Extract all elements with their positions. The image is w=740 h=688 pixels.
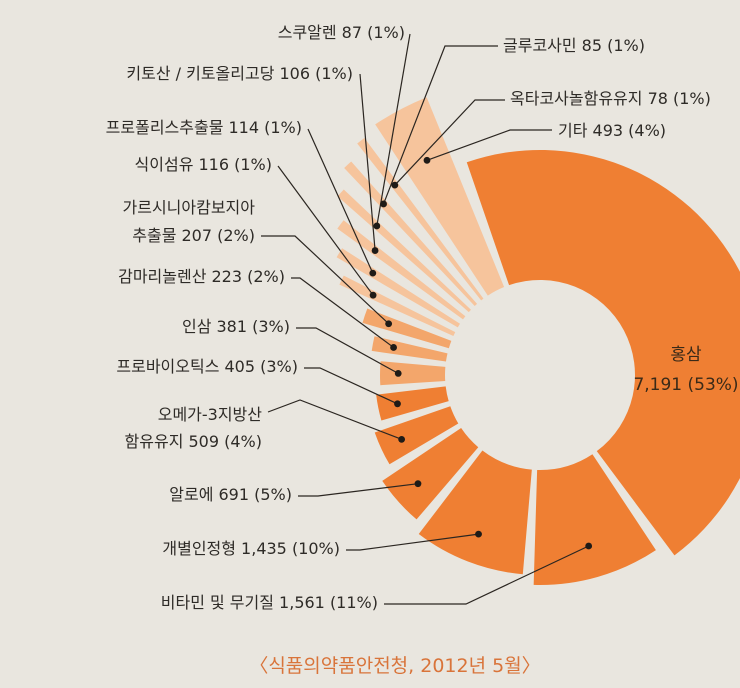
leader-line — [376, 33, 411, 227]
pie-slice — [362, 308, 452, 349]
leader-dot — [391, 181, 399, 189]
leader-line — [346, 533, 479, 551]
leader-line — [394, 99, 505, 186]
leader-dot — [414, 480, 422, 488]
leader-line — [307, 128, 374, 274]
slice-label: 스쿠알렌 87 (1%) — [278, 23, 405, 42]
source-note: 〈식품의약품안전청, 2012년 5월〉 — [249, 655, 540, 677]
slice-label: 기타 493 (4%) — [558, 121, 666, 140]
slice-label: 키토산 / 키토올리고당 106 (1%) — [126, 64, 353, 83]
slice-label: 개별인정형 1,435 (10%) — [162, 539, 340, 558]
pie-slice — [375, 97, 505, 296]
leader-dot — [475, 530, 482, 538]
slice-label: 식이섬유 116 (1%) — [135, 155, 272, 174]
pie-slice — [336, 248, 461, 328]
leader-line — [296, 327, 399, 374]
leader-dot — [398, 435, 406, 443]
slice-label: 프로바이오틱스 405 (3%) — [116, 357, 298, 376]
leader-line — [267, 399, 402, 440]
slice-label: 비타민 및 무기질 1,561 (11%) — [161, 593, 378, 612]
leader-dot — [373, 222, 381, 230]
leader-line — [261, 235, 390, 325]
slice-label-line2: 추출물 207 (2%) — [132, 226, 255, 245]
leader-line — [426, 129, 552, 161]
leader-dot — [423, 156, 431, 164]
leader-line — [304, 367, 398, 405]
pie-slice — [337, 220, 466, 320]
slice-label: 홍삼 — [670, 345, 702, 365]
pie-slice — [339, 275, 456, 336]
leader-dot — [369, 269, 377, 277]
leader-dot — [585, 542, 593, 550]
leader-line — [359, 73, 376, 251]
slice-label: 프로폴리스추출물 114 (1%) — [106, 118, 302, 137]
pie-slice — [357, 137, 484, 301]
pie-slice — [382, 427, 479, 520]
pie-slice — [337, 189, 471, 313]
slice-label: 가르시니아캄보지아 — [123, 198, 256, 217]
pie-slice — [466, 150, 740, 556]
slice-value-label: 7,191 (53%) — [633, 375, 738, 395]
leader-line — [384, 545, 589, 605]
leader-dot — [394, 370, 402, 377]
leader-dot — [380, 200, 387, 208]
pie-slice — [380, 361, 446, 386]
slice-label: 오메가-3지방산 — [158, 405, 263, 424]
leader-dot — [369, 291, 377, 299]
pie-slice — [533, 454, 656, 585]
leader-line — [382, 45, 498, 205]
slice-label: 인삼 381 (3%) — [182, 317, 290, 336]
slice-label-line2: 함유유지 509 (4%) — [125, 432, 262, 451]
slice-label: 알로에 691 (5%) — [169, 485, 292, 504]
slice-label: 감마리놀렌산 223 (2%) — [118, 267, 285, 286]
pie-slice — [374, 406, 459, 465]
leader-dot — [394, 400, 401, 408]
leader-line — [291, 277, 394, 348]
leader-line — [277, 165, 374, 296]
pie-slice — [344, 161, 478, 306]
pie-slice — [371, 336, 448, 362]
slice-label: 옥타코사놀함유유지 78 (1%) — [510, 89, 711, 108]
slice-label: 글루코사민 85 (1%) — [503, 36, 645, 55]
pie-slice — [418, 450, 532, 575]
pie-slice — [376, 386, 449, 421]
leader-line — [298, 483, 419, 497]
leader-dot — [371, 247, 379, 254]
leader-dot — [385, 320, 393, 328]
leader-dot — [390, 344, 397, 351]
